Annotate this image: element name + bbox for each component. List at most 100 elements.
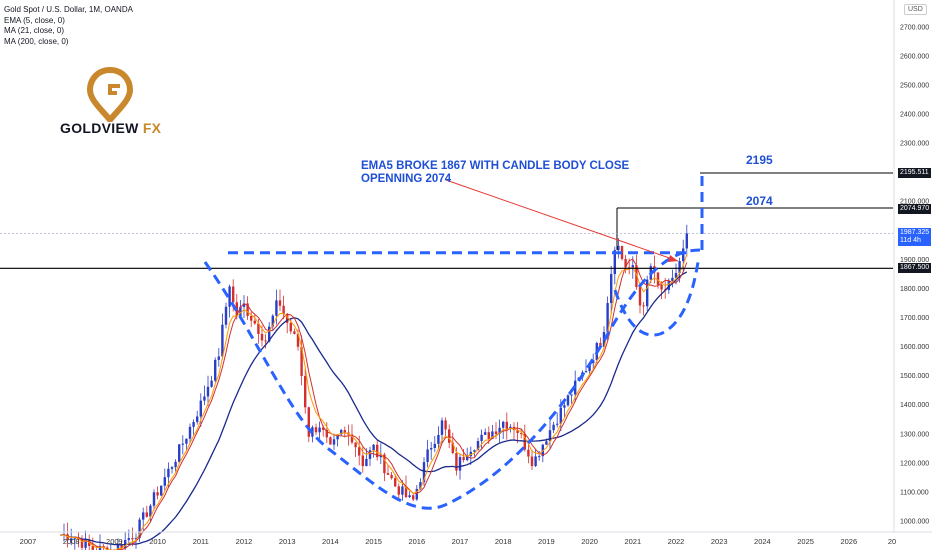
candle-body [660, 284, 663, 290]
time-tick-label: 2009 [106, 537, 123, 546]
candle-body [163, 477, 166, 486]
candle-body [336, 434, 339, 440]
candle-body [563, 405, 566, 408]
candle-body [386, 473, 390, 475]
moving-averages-layer [60, 254, 688, 550]
level-label-2195: 2195 [746, 153, 773, 167]
time-tick-label: 2016 [408, 537, 425, 546]
candle-body [228, 286, 231, 307]
candle-body [646, 279, 649, 307]
price-tag-2195: 2195.511 [898, 168, 931, 178]
candle-body [145, 512, 148, 517]
candle-body [487, 432, 490, 439]
logo-wordmark: GOLDVIEW FX [60, 120, 161, 136]
candle-body [408, 495, 411, 498]
candle-body [376, 444, 379, 458]
time-tick-label: 2008 [63, 537, 80, 546]
candle-body [257, 323, 260, 334]
candle-body [462, 457, 465, 461]
candle-body [451, 442, 454, 454]
indicator-ma200[interactable]: MA (200, close, 0) [4, 36, 69, 46]
candle-body [419, 482, 422, 489]
candle-body [268, 326, 271, 342]
candle-body [210, 380, 213, 387]
candle-body [206, 386, 210, 397]
candle-body [138, 519, 141, 539]
candle-body [318, 427, 321, 433]
indicator-ma21[interactable]: MA (21, close, 0) [4, 26, 65, 35]
candle-body [484, 432, 487, 435]
candle-body [77, 538, 80, 540]
candle-body [293, 331, 296, 334]
price-tick-label: 2300.000 [900, 141, 929, 148]
candle-body [523, 433, 526, 450]
candle-body [70, 538, 73, 541]
candle-body [530, 456, 534, 466]
ema5-line [60, 254, 688, 550]
candle-body [584, 371, 588, 373]
time-tick-label: 2018 [495, 537, 512, 546]
price-tick-label: 1900.000 [900, 257, 929, 264]
annotation-arrow [445, 179, 679, 262]
candle-body [156, 492, 159, 496]
time-tick-label: 2007 [20, 537, 37, 546]
candle-body [354, 442, 357, 448]
candle-body [224, 306, 228, 325]
candle-body [498, 427, 501, 434]
candle-body [149, 505, 152, 517]
candle-body [390, 474, 393, 479]
candle-body [246, 303, 249, 316]
candle-body [617, 245, 620, 251]
candle-body [358, 447, 361, 456]
time-tick-label: 2020 [581, 537, 598, 546]
candle-body [131, 538, 134, 540]
candle-body [98, 545, 102, 550]
indicator-ema5[interactable]: EMA (5, close, 0) [4, 15, 65, 25]
time-tick-label: 20 [888, 537, 896, 546]
candle-body [127, 538, 130, 541]
price-tick-label: 1500.000 [900, 373, 929, 380]
candle-body [372, 444, 375, 451]
symbol-title[interactable]: Gold Spot / U.S. Dollar, 1M, OANDA [4, 5, 133, 14]
price-tick-label: 1100.000 [900, 489, 929, 496]
chart-legend: Gold Spot / U.S. Dollar, 1M, OANDA EMA (… [4, 5, 133, 47]
candle-body [185, 438, 188, 444]
candle-body [250, 315, 253, 321]
candle-body [134, 538, 138, 540]
ma21-line [60, 271, 688, 546]
candle-body [556, 423, 559, 425]
candle-body [217, 356, 220, 360]
candle-body [534, 456, 537, 466]
candle-body [91, 545, 94, 550]
candle-body [325, 429, 328, 438]
candle-body [545, 441, 548, 445]
currency-button[interactable]: USD [904, 4, 927, 15]
candle-body [332, 439, 336, 445]
candle-body [181, 443, 184, 445]
last-price: 1987.325 [900, 229, 930, 236]
candle-body [394, 478, 397, 487]
time-tick-label: 2017 [452, 537, 469, 546]
candle-body [307, 407, 310, 437]
goldview-logo-pin-icon [86, 66, 134, 122]
candle-body [383, 454, 386, 474]
candle-body [610, 274, 613, 304]
candle-body [667, 280, 670, 290]
candle-body [588, 363, 591, 372]
price-tick-label: 2400.000 [900, 112, 929, 119]
candle-body [116, 544, 120, 550]
time-tick-label: 2010 [149, 537, 166, 546]
candle-body [527, 449, 530, 457]
price-tag-2074: 2074.970 [898, 204, 932, 214]
candle-body [548, 430, 552, 442]
candle-body [415, 488, 418, 500]
candle-body [304, 375, 307, 408]
candle-body [613, 250, 616, 275]
time-tick-label: 2015 [365, 537, 382, 546]
candle-body [289, 322, 292, 332]
annotation-text: EMA5 BROKE 1867 WITH CANDLE BODY CLOSE O… [361, 160, 629, 186]
candle-body [682, 248, 685, 262]
ma200-line [60, 258, 688, 550]
candle-body [437, 434, 440, 444]
